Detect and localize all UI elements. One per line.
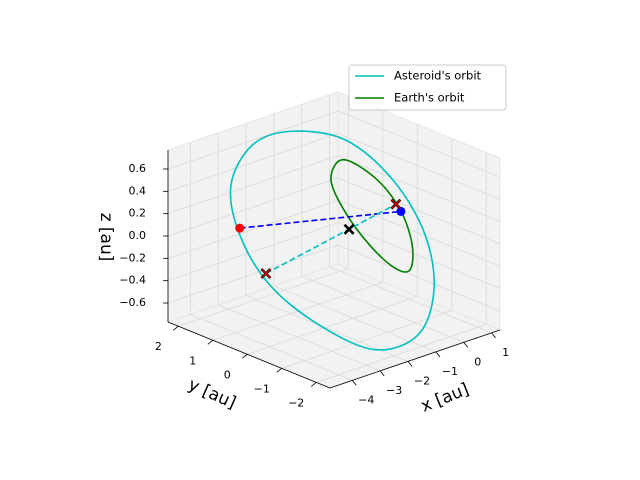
plot-area <box>229 130 435 351</box>
z-tick-label: −0.4 <box>119 274 146 287</box>
tick-mark <box>351 380 357 386</box>
y-tick-label: 2 <box>155 340 162 353</box>
grid-line <box>247 295 418 355</box>
grid-line <box>167 132 339 192</box>
y-axis-label: y [au] <box>185 375 239 414</box>
grid-line <box>316 324 487 383</box>
cross-marker <box>390 198 402 210</box>
z-axis-label: z [au] <box>96 213 116 262</box>
x-tick-label: 1 <box>502 346 509 359</box>
y-tick-label: −1 <box>254 382 270 395</box>
x-tick-label: −1 <box>442 365 458 378</box>
cross-marker <box>260 268 272 279</box>
y-tick-label: 1 <box>189 354 196 367</box>
legend-label: Earth's orbit <box>394 91 465 105</box>
grid-line <box>167 177 339 237</box>
tick-mark <box>379 370 385 377</box>
grid-line <box>329 266 492 334</box>
legend: Asteroid's orbit Earth's orbit <box>348 64 507 111</box>
legend-label: Asteroid's orbit <box>394 69 482 83</box>
grid-line <box>337 244 501 312</box>
tick-mark <box>407 361 413 367</box>
x-tick-label: 0 <box>474 355 481 368</box>
tick-mark <box>173 325 179 331</box>
grid-line <box>178 267 349 327</box>
grid-line <box>337 199 501 267</box>
orbit-line <box>330 158 414 273</box>
x-axis-line <box>329 329 501 389</box>
x-tick-label: −4 <box>358 393 374 406</box>
connector-line <box>265 203 397 275</box>
legend-frame <box>348 64 507 111</box>
panes: −4 −3 −2 −1 0 1 −2 −1 0 1 2 −0.6 −0.4 −0.2 0.0 0.2 0.4 0.… <box>96 91 509 417</box>
z-tick-label: −0.6 <box>119 296 146 309</box>
cross-inner <box>344 224 354 235</box>
grid-line <box>273 285 437 353</box>
grid-line <box>167 155 339 215</box>
grid-line <box>337 132 501 200</box>
grid-line <box>167 110 339 170</box>
z-tick-label: 0.0 <box>129 229 147 242</box>
grid-line <box>218 304 381 372</box>
point-marker <box>396 206 406 216</box>
grid-line <box>337 177 501 245</box>
grid-line <box>167 199 339 259</box>
z-tick-label: 0.4 <box>129 184 147 197</box>
grid-line <box>337 110 501 178</box>
orbit-line <box>229 130 435 351</box>
cross-inner <box>261 268 271 279</box>
y-tick-label: 0 <box>224 368 231 381</box>
x-tick-label: −2 <box>414 374 430 387</box>
grid-line <box>337 155 501 223</box>
tick-mark <box>435 351 441 358</box>
grid-line <box>190 314 353 381</box>
z-tick-label: −0.2 <box>119 251 146 264</box>
grid-line <box>167 244 339 304</box>
tick-mark <box>310 382 317 387</box>
tick-mark <box>276 368 282 373</box>
cross-marker <box>343 223 355 235</box>
tick-mark <box>242 353 248 359</box>
z-tick-label: 0.2 <box>129 207 147 220</box>
grid-line <box>301 275 464 343</box>
tick-mark <box>207 339 214 345</box>
connector-line <box>239 210 402 229</box>
grid-line <box>337 222 501 290</box>
z-tick-label: 0.6 <box>129 162 147 175</box>
y-axis-line <box>167 321 331 389</box>
grid-line <box>167 222 339 282</box>
tick-mark <box>463 342 469 348</box>
tick-mark <box>491 332 496 339</box>
x-tick-label: −3 <box>386 384 402 397</box>
point-marker <box>235 223 245 233</box>
cross-inner <box>391 199 401 210</box>
y-tick-label: −2 <box>288 396 304 409</box>
grid-line <box>281 309 452 369</box>
